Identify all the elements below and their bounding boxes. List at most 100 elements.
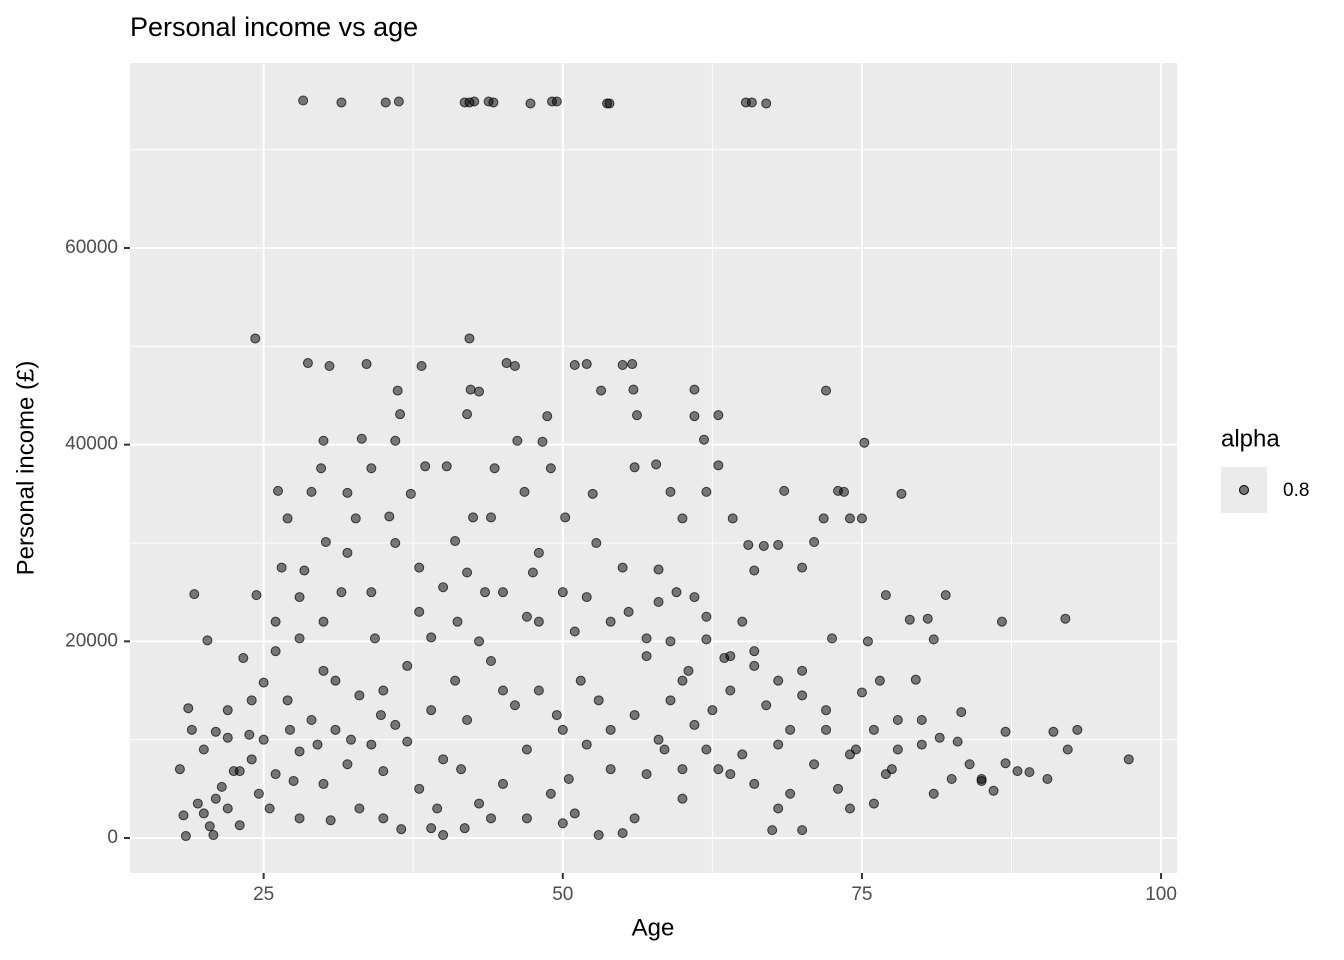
point — [1123, 754, 1134, 765]
point — [208, 830, 219, 841]
point — [198, 744, 209, 755]
point — [533, 547, 544, 558]
point — [294, 633, 305, 644]
point — [521, 744, 532, 755]
y-tick-label: 20000 — [65, 630, 118, 651]
point — [859, 437, 870, 448]
point — [438, 754, 449, 765]
point — [474, 798, 485, 809]
point — [827, 633, 838, 644]
point — [916, 715, 927, 726]
point — [210, 726, 221, 737]
point — [725, 685, 736, 696]
point — [405, 488, 416, 499]
point — [438, 830, 449, 841]
point — [282, 695, 293, 706]
legend-title: alpha — [1221, 425, 1280, 452]
point — [892, 744, 903, 755]
x-tick-label: 75 — [851, 884, 872, 905]
point — [698, 434, 709, 445]
point — [258, 677, 269, 688]
point — [809, 759, 820, 770]
point — [707, 705, 718, 716]
point — [354, 690, 365, 701]
point — [749, 778, 760, 789]
point — [390, 435, 401, 446]
point — [325, 815, 336, 826]
point — [821, 705, 832, 716]
point — [671, 587, 682, 598]
point — [1048, 726, 1059, 737]
point — [581, 739, 592, 750]
point — [651, 459, 662, 470]
point — [202, 635, 213, 646]
point — [665, 486, 676, 497]
point — [904, 614, 915, 625]
point — [563, 774, 574, 785]
point — [653, 564, 664, 575]
x-tick-label: 100 — [1145, 884, 1177, 905]
point — [996, 616, 1007, 627]
point — [273, 485, 284, 496]
point — [414, 783, 425, 794]
point — [361, 359, 372, 370]
point — [749, 565, 760, 576]
point — [785, 788, 796, 799]
point — [234, 766, 245, 777]
point — [312, 739, 323, 750]
point — [628, 384, 639, 395]
point — [414, 562, 425, 573]
point — [659, 744, 670, 755]
point — [468, 512, 479, 523]
point — [868, 798, 879, 809]
point — [557, 587, 568, 598]
point — [916, 739, 927, 750]
point — [459, 823, 470, 834]
point — [390, 538, 401, 549]
point — [627, 359, 638, 370]
point — [880, 769, 891, 780]
point — [533, 616, 544, 627]
point — [749, 660, 760, 671]
point — [844, 803, 855, 814]
point — [356, 433, 367, 444]
point — [1000, 758, 1011, 769]
point — [605, 764, 616, 775]
point — [366, 463, 377, 474]
point — [244, 729, 255, 740]
point — [593, 695, 604, 706]
point — [677, 675, 688, 686]
point — [253, 788, 264, 799]
point — [701, 634, 712, 645]
point — [183, 703, 194, 714]
point — [497, 587, 508, 598]
point — [689, 384, 700, 395]
point — [701, 744, 712, 755]
legend-symbol — [1239, 485, 1249, 495]
point — [631, 410, 642, 421]
point — [525, 98, 536, 109]
point — [276, 562, 287, 573]
point — [294, 746, 305, 757]
point — [677, 764, 688, 775]
point — [393, 96, 404, 107]
point — [294, 813, 305, 824]
point — [521, 611, 532, 622]
point — [677, 793, 688, 804]
point — [270, 646, 281, 657]
point — [366, 739, 377, 750]
point — [306, 486, 317, 497]
point — [910, 674, 921, 685]
point — [856, 687, 867, 698]
point — [976, 775, 987, 786]
point — [737, 749, 748, 760]
point — [683, 665, 694, 676]
point — [677, 513, 688, 524]
point — [797, 825, 808, 836]
point — [402, 736, 413, 747]
point — [432, 803, 443, 814]
point — [392, 385, 403, 396]
point — [378, 813, 389, 824]
point — [519, 486, 530, 497]
point — [605, 724, 616, 735]
